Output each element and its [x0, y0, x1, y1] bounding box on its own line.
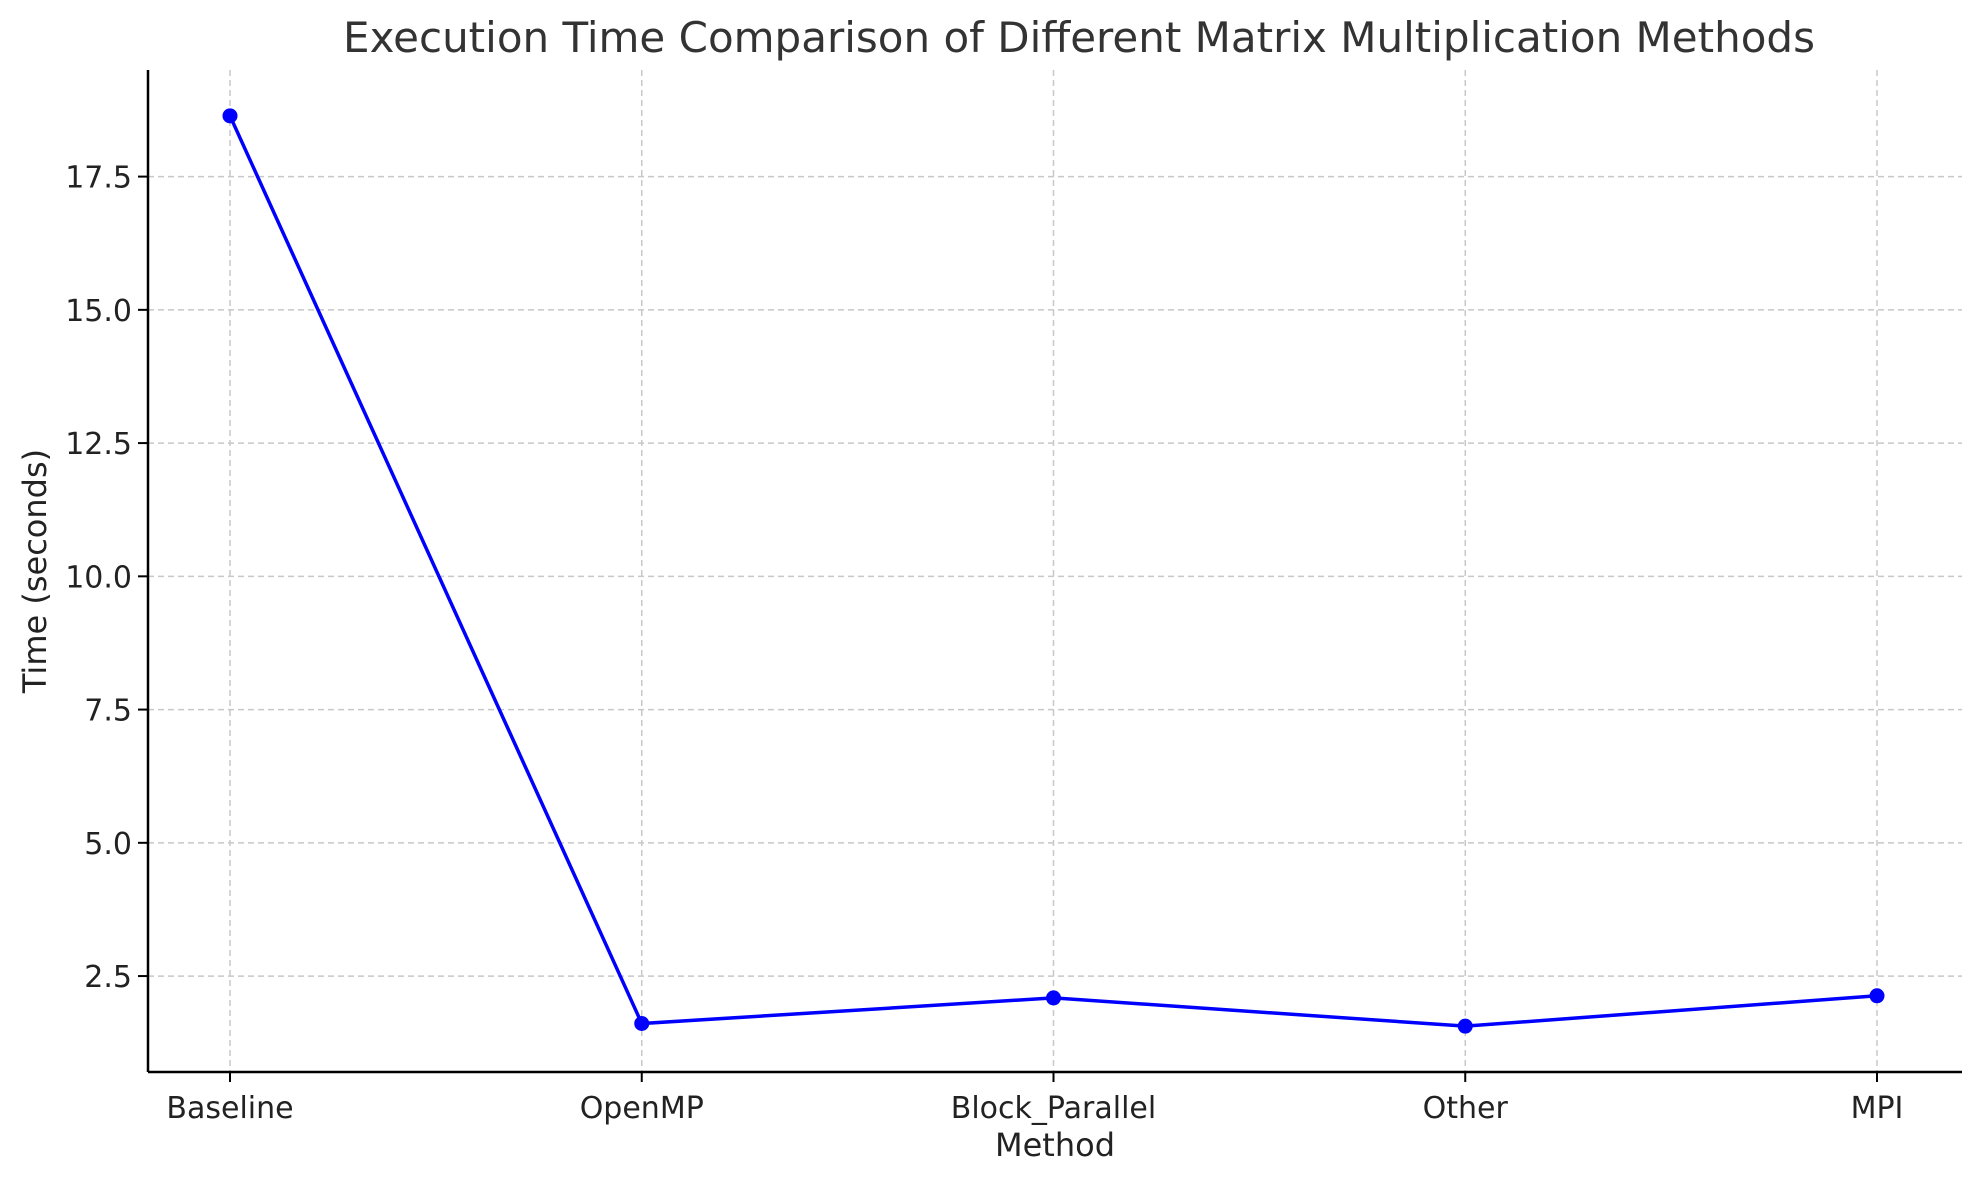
x-tick-label: OpenMP [580, 1091, 704, 1126]
x-tick-label: Other [1423, 1091, 1509, 1126]
y-tick-label: 12.5 [65, 427, 132, 462]
x-tick-label: Baseline [166, 1091, 293, 1126]
y-tick-label: 17.5 [65, 161, 132, 196]
data-point-block-parallel [1046, 990, 1061, 1006]
series-layer [222, 108, 1885, 1034]
data-point-openmp [634, 1015, 650, 1031]
y-axis-label: Time (seconds) [16, 449, 54, 694]
x-axis-label: Method [995, 1126, 1115, 1164]
data-point-other [1457, 1018, 1473, 1034]
axes-layer [146, 70, 1962, 1074]
y-ticks: 2.5 5.0 7.5 10.0 12.5 15.0 17.5 [65, 161, 148, 995]
x-tick-label: Block_Parallel [951, 1091, 1156, 1126]
data-point-mpi [1869, 988, 1885, 1004]
data-point-baseline [222, 108, 238, 124]
y-tick-label: 15.0 [65, 294, 132, 329]
y-tick-label: 10.0 [65, 560, 132, 595]
chart-title: Execution Time Comparison of Different M… [343, 13, 1815, 62]
x-ticks: Baseline OpenMP Block_Parallel Other MPI [166, 1072, 1903, 1126]
y-tick-label: 2.5 [84, 960, 132, 995]
x-tick-label: MPI [1851, 1091, 1904, 1126]
y-tick-label: 7.5 [84, 694, 132, 729]
y-tick-label: 5.0 [84, 827, 132, 862]
grid-layer [148, 70, 1962, 1072]
